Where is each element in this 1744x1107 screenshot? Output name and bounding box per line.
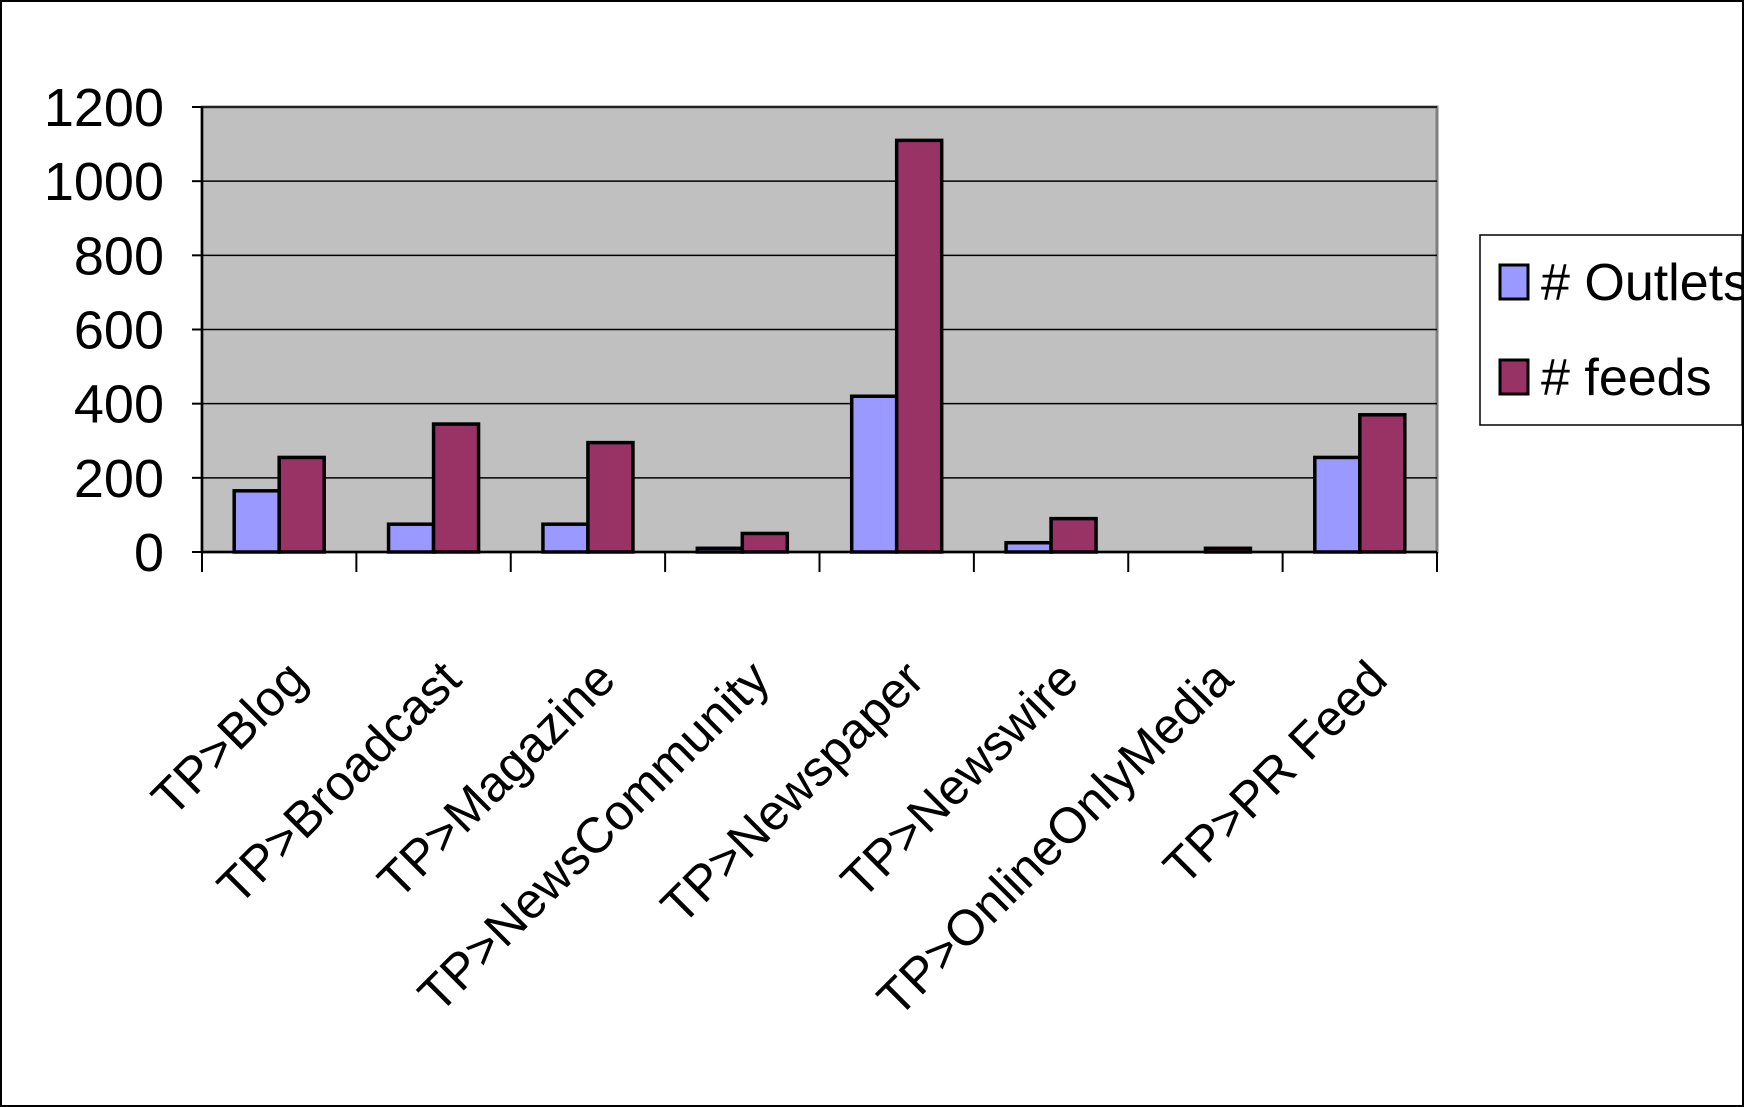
legend-label-feeds: # feeds [1541,349,1712,407]
y-tick-label: 1000 [44,152,164,212]
axes [192,106,1438,572]
bar-feeds [431,422,481,554]
bar-feeds [277,455,326,554]
legend-swatch-outlets [1498,263,1530,301]
bar-feeds [894,138,944,554]
bar-feeds [1358,413,1407,554]
y-tick-label: 200 [74,449,164,509]
legend-swatch-feeds [1498,358,1530,396]
y-tick-label: 400 [74,375,164,435]
y-tick-label: 800 [74,226,164,286]
bar-outlets [386,522,436,554]
bar-outlets [232,489,281,554]
y-tick-label: 0 [134,523,164,583]
y-axis-tick-labels: 0 200 400 600 800 1000 1200 [44,78,164,583]
legend: # Outlets # feeds [1479,234,1744,426]
bar-outlets [541,522,590,554]
bar-feeds [740,531,790,554]
x-category-label: TP>Newspaper [650,650,934,934]
legend-label-outlets: # Outlets [1541,254,1744,312]
bar-outlets [849,394,899,554]
y-tick-label: 1200 [44,78,164,138]
bar-feeds [586,440,635,554]
bars [232,138,1407,554]
x-axis-category-labels: TP>BlogTP>BroadcastTP>MagazineTP>NewsCom… [141,650,1398,1027]
bar-feeds [1049,516,1098,554]
bar-outlets [1313,455,1362,554]
y-tick-label: 600 [74,301,164,361]
bar-outlets [1004,540,1053,554]
gridlines [202,106,1437,479]
